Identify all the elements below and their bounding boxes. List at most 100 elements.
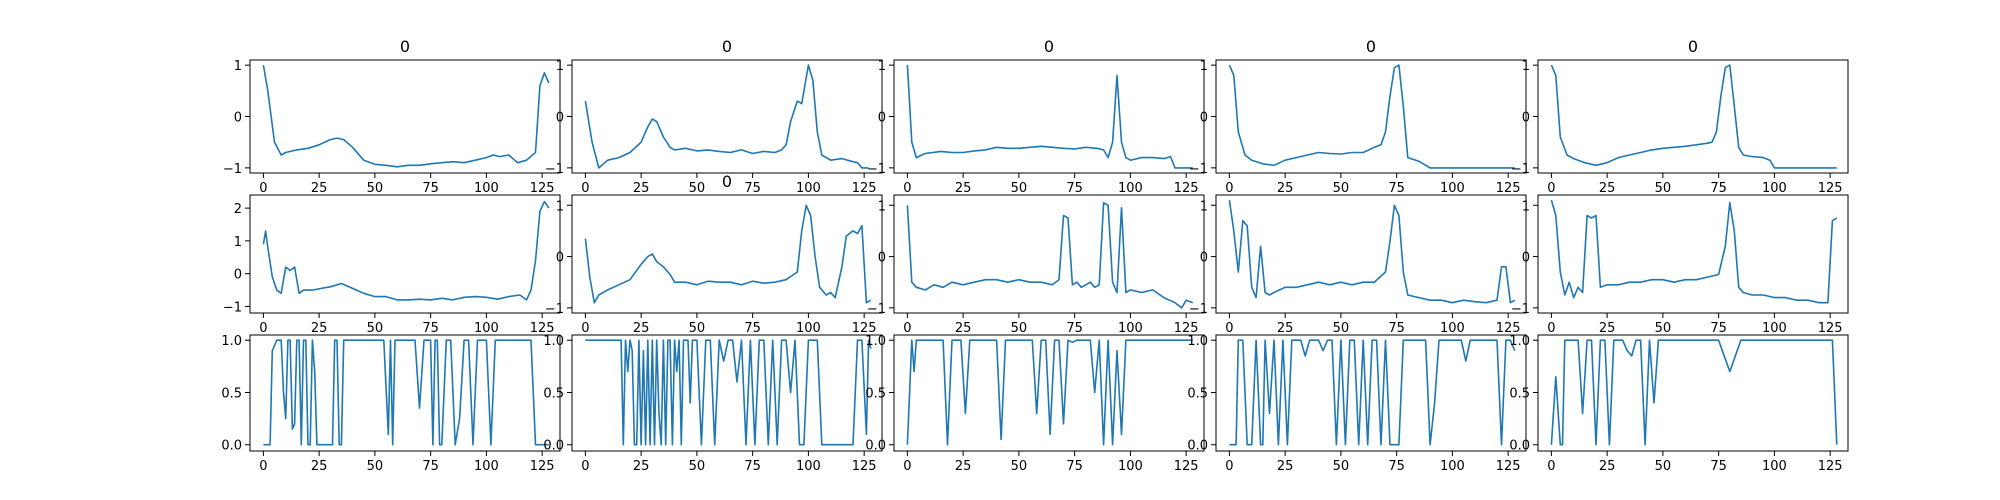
series-line [906, 65, 1193, 169]
x-tick-label: 25 [633, 459, 650, 474]
series-line [1550, 199, 1838, 304]
x-tick-label: 25 [311, 181, 328, 196]
y-tick-label: −1 [867, 302, 886, 317]
x-tick-label: 100 [474, 321, 499, 336]
y-tick-label: 0 [234, 111, 242, 126]
x-tick-label: 125 [1818, 459, 1843, 474]
x-tick-label: 50 [1011, 459, 1028, 474]
x-tick-label: 125 [1496, 459, 1521, 474]
x-tick-label: 75 [744, 459, 761, 474]
y-tick-label: 0 [1522, 251, 1530, 266]
x-tick-label: 50 [1333, 459, 1350, 474]
x-tick-label: 125 [1818, 181, 1843, 196]
axes-frame [1215, 59, 1527, 174]
x-tick-label: 75 [1710, 321, 1727, 336]
y-tick-label: −1 [1511, 302, 1530, 317]
series-line [585, 339, 872, 446]
subplot-r2-c1: 0 25 50 75 100 125 0.0 0.5 1.0 [543, 334, 883, 474]
x-tick-label: 75 [1388, 321, 1405, 336]
x-tick-label: 25 [1277, 459, 1294, 474]
y-tick-label: 0.0 [1187, 439, 1208, 454]
x-tick-label: 50 [1655, 321, 1672, 336]
x-tick-label: 50 [689, 321, 706, 336]
subplot-r0-c4: 0 0 25 50 75 100 125 −1 0 1 [1511, 37, 1849, 196]
x-tick-label: 0 [903, 321, 911, 336]
subplot-r2-c0: 0 25 50 75 100 125 0.0 0.5 1.0 [221, 334, 561, 474]
y-tick-label: 1.0 [221, 334, 242, 349]
x-tick-label: 50 [1333, 181, 1350, 196]
series-line [262, 64, 550, 168]
y-tick-label: 1 [878, 59, 886, 74]
x-tick-label: 100 [474, 181, 499, 196]
x-tick-label: 100 [796, 459, 821, 474]
series-line [906, 339, 1193, 446]
x-tick-label: 0 [1547, 321, 1555, 336]
subplot-title: 0 [1688, 37, 1698, 56]
x-tick-label: 100 [1762, 459, 1787, 474]
x-tick-label: 75 [1710, 181, 1727, 196]
y-tick-label: 0.5 [543, 386, 564, 401]
subplot-r2-c4: 0 25 50 75 100 125 0.0 0.5 1.0 [1509, 334, 1849, 474]
x-tick-label: 25 [1599, 181, 1616, 196]
y-tick-label: −1 [545, 302, 564, 317]
y-tick-label: 0 [1200, 251, 1208, 266]
subplot-title: 0 [722, 37, 732, 56]
x-tick-label: 25 [955, 321, 972, 336]
x-tick-label: 0 [581, 321, 589, 336]
y-tick-label: 2 [234, 202, 242, 217]
x-tick-label: 100 [474, 459, 499, 474]
y-tick-label: 0.5 [865, 386, 886, 401]
x-tick-label: 25 [1277, 321, 1294, 336]
y-tick-label: 1.0 [543, 334, 564, 349]
y-tick-label: −1 [867, 162, 886, 177]
subplot-title: 0 [1366, 37, 1376, 56]
x-tick-label: 75 [1388, 181, 1405, 196]
y-tick-label: 1 [1522, 199, 1530, 214]
x-tick-label: 125 [530, 321, 555, 336]
y-tick-label: −1 [223, 162, 242, 177]
y-tick-label: 0 [556, 111, 564, 126]
x-tick-label: 100 [796, 181, 821, 196]
y-tick-label: 0.5 [1509, 386, 1530, 401]
x-tick-label: 100 [1762, 181, 1787, 196]
y-tick-label: 1 [234, 59, 242, 74]
subplot-title: 0 [400, 37, 410, 56]
x-tick-label: 125 [852, 459, 877, 474]
y-tick-label: 1 [1522, 59, 1530, 74]
series-line [584, 64, 869, 169]
subplot-title: 0 [1044, 37, 1054, 56]
x-tick-label: 25 [633, 321, 650, 336]
subplot-r1-c4: 0 25 50 75 100 125 −1 0 1 [1511, 194, 1849, 336]
y-tick-label: 0.5 [221, 386, 242, 401]
y-tick-label: −1 [545, 162, 564, 177]
y-tick-label: 0.0 [221, 439, 242, 454]
subplot-r0-c2: 0 0 25 50 75 100 125 −1 0 1 [867, 37, 1205, 196]
x-tick-label: 75 [744, 321, 761, 336]
x-tick-label: 50 [689, 459, 706, 474]
y-tick-label: 1 [556, 59, 564, 74]
y-tick-label: 1 [556, 199, 564, 214]
x-tick-label: 0 [1547, 459, 1555, 474]
x-tick-label: 50 [1333, 321, 1350, 336]
x-tick-label: 125 [1496, 181, 1521, 196]
x-tick-label: 0 [259, 181, 267, 196]
x-tick-label: 50 [1655, 181, 1672, 196]
subplot-r1-c0: 0 25 50 75 100 125 −1 0 1 2 [223, 194, 561, 336]
x-tick-label: 100 [1118, 181, 1143, 196]
x-tick-label: 0 [1547, 181, 1555, 196]
y-tick-label: 1.0 [1187, 334, 1208, 349]
subplot-r1-c3: 0 25 50 75 100 125 −1 0 1 [1189, 194, 1527, 336]
x-tick-label: 75 [744, 181, 761, 196]
x-tick-label: 75 [1066, 459, 1083, 474]
series-line [584, 204, 872, 304]
x-tick-label: 100 [1118, 321, 1143, 336]
y-tick-label: 0 [556, 251, 564, 266]
x-tick-label: 0 [1225, 321, 1233, 336]
axes-frame [249, 334, 561, 452]
x-tick-label: 125 [530, 459, 555, 474]
y-tick-label: 0.0 [1509, 439, 1530, 454]
x-tick-label: 75 [422, 181, 439, 196]
x-tick-label: 0 [1225, 459, 1233, 474]
x-tick-label: 75 [1066, 321, 1083, 336]
